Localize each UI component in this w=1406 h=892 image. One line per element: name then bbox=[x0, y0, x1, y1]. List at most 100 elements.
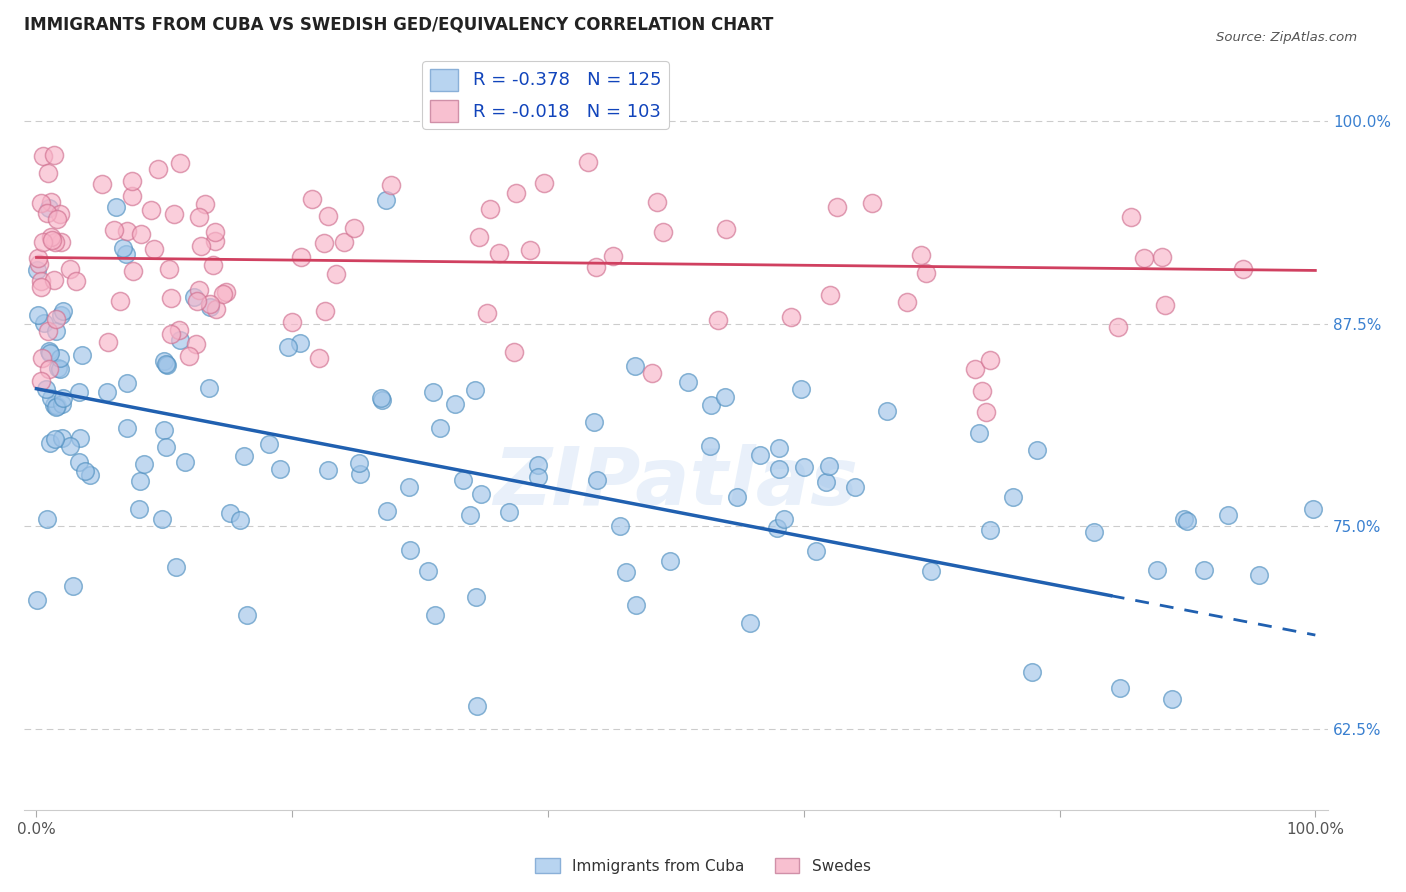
Point bbox=[416, 564, 439, 578]
Legend: R = -0.378   N = 125, R = -0.018   N = 103: R = -0.378 N = 125, R = -0.018 N = 103 bbox=[422, 62, 669, 128]
Point bbox=[51, 308, 73, 322]
Point bbox=[1002, 490, 1025, 504]
Point bbox=[257, 437, 280, 451]
Point bbox=[235, 608, 257, 623]
Point bbox=[1232, 262, 1254, 277]
Point bbox=[45, 311, 67, 326]
Point bbox=[519, 244, 541, 258]
Point bbox=[112, 241, 135, 255]
Point bbox=[375, 504, 398, 518]
Point bbox=[44, 235, 66, 249]
Point bbox=[325, 268, 347, 282]
Point bbox=[659, 554, 682, 568]
Point bbox=[1146, 563, 1168, 577]
Point bbox=[464, 383, 486, 397]
Point bbox=[375, 193, 398, 207]
Point bbox=[475, 306, 498, 320]
Point bbox=[162, 206, 184, 220]
Point bbox=[67, 455, 90, 469]
Point bbox=[49, 362, 72, 376]
Point bbox=[44, 148, 66, 162]
Point bbox=[370, 391, 392, 405]
Point bbox=[157, 262, 180, 277]
Point bbox=[1119, 210, 1142, 224]
Point bbox=[45, 324, 67, 338]
Point bbox=[768, 441, 790, 455]
Point bbox=[793, 460, 815, 475]
Point bbox=[204, 234, 226, 248]
Point bbox=[155, 440, 177, 454]
Point bbox=[1173, 512, 1195, 526]
Point bbox=[152, 353, 174, 368]
Point bbox=[115, 421, 138, 435]
Point bbox=[1026, 443, 1049, 458]
Point bbox=[201, 258, 224, 272]
Point bbox=[37, 166, 59, 180]
Point bbox=[45, 401, 67, 415]
Point bbox=[967, 425, 990, 440]
Text: ZIPatlas: ZIPatlas bbox=[494, 443, 859, 522]
Point bbox=[1302, 502, 1324, 516]
Point bbox=[155, 357, 177, 371]
Point bbox=[1175, 514, 1198, 528]
Point bbox=[827, 200, 849, 214]
Point bbox=[314, 236, 336, 251]
Point bbox=[806, 543, 828, 558]
Point bbox=[526, 458, 548, 472]
Point bbox=[129, 475, 152, 489]
Point bbox=[333, 235, 356, 249]
Point bbox=[153, 423, 176, 437]
Point bbox=[451, 473, 474, 487]
Point bbox=[148, 162, 170, 177]
Point bbox=[645, 195, 668, 210]
Point bbox=[979, 523, 1001, 537]
Point bbox=[169, 156, 191, 170]
Point bbox=[979, 352, 1001, 367]
Point bbox=[910, 248, 932, 262]
Point bbox=[768, 462, 790, 476]
Point bbox=[429, 421, 451, 435]
Point bbox=[700, 398, 723, 412]
Point bbox=[896, 294, 918, 309]
Point bbox=[169, 333, 191, 347]
Point bbox=[204, 301, 226, 316]
Point bbox=[844, 480, 866, 494]
Point bbox=[35, 206, 58, 220]
Point bbox=[52, 304, 75, 318]
Point bbox=[479, 202, 502, 216]
Point bbox=[160, 326, 183, 341]
Point bbox=[45, 212, 67, 227]
Point bbox=[52, 391, 75, 405]
Point bbox=[585, 473, 607, 487]
Point bbox=[27, 251, 49, 265]
Point bbox=[167, 323, 190, 337]
Point bbox=[30, 374, 52, 388]
Point bbox=[27, 263, 49, 277]
Point bbox=[215, 285, 238, 299]
Point bbox=[972, 384, 994, 398]
Point bbox=[470, 487, 492, 501]
Point bbox=[27, 309, 49, 323]
Point bbox=[41, 229, 63, 244]
Point bbox=[585, 260, 607, 274]
Point bbox=[641, 366, 664, 380]
Point bbox=[97, 334, 120, 349]
Point bbox=[380, 178, 402, 192]
Point bbox=[773, 512, 796, 526]
Point bbox=[30, 280, 52, 294]
Point bbox=[37, 324, 59, 338]
Point bbox=[232, 450, 254, 464]
Point bbox=[818, 288, 841, 302]
Point bbox=[818, 459, 841, 474]
Point bbox=[699, 439, 721, 453]
Point bbox=[27, 257, 49, 271]
Point bbox=[707, 313, 730, 327]
Point bbox=[814, 475, 837, 490]
Point bbox=[614, 566, 637, 580]
Point bbox=[495, 106, 517, 120]
Point bbox=[38, 436, 60, 450]
Point bbox=[38, 343, 60, 358]
Point bbox=[1216, 508, 1239, 522]
Point bbox=[103, 223, 125, 237]
Point bbox=[32, 316, 55, 330]
